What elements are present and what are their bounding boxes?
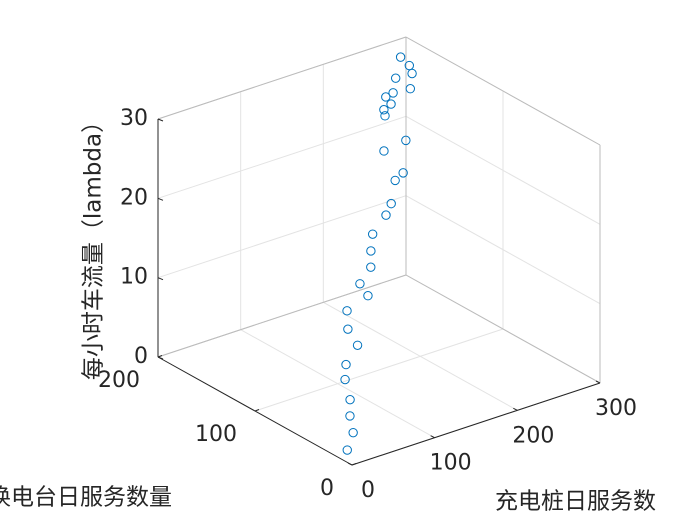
box-edge xyxy=(157,36,407,120)
z-tick xyxy=(157,356,164,360)
x-tick-label: 100 xyxy=(430,451,472,476)
z-tick xyxy=(157,197,164,201)
grid-line xyxy=(157,115,407,199)
point xyxy=(340,374,350,385)
box-edge xyxy=(405,274,601,384)
point xyxy=(407,68,417,79)
x-tick-label: 300 xyxy=(595,396,637,421)
point xyxy=(386,99,396,109)
point xyxy=(355,279,365,289)
x-axis-label: 充电桩日服务数 xyxy=(495,489,656,515)
grid-line xyxy=(405,195,601,305)
point xyxy=(395,52,406,62)
point xyxy=(345,394,355,405)
z-tick-label: 30 xyxy=(120,106,148,131)
y-tick-label: 100 xyxy=(195,422,237,447)
point xyxy=(367,229,378,239)
point xyxy=(342,306,352,316)
point xyxy=(390,175,400,186)
point xyxy=(405,84,416,94)
point xyxy=(390,73,401,83)
z-tick xyxy=(157,118,164,122)
x-tick xyxy=(347,462,353,466)
point xyxy=(366,262,376,272)
y-tick-label: 0 xyxy=(320,476,334,501)
y-tick-label: 200 xyxy=(98,368,140,393)
x-axis xyxy=(351,382,601,466)
y-tick xyxy=(254,409,260,412)
point xyxy=(401,135,411,146)
grid-line xyxy=(254,328,504,412)
point xyxy=(388,88,398,98)
grid xyxy=(157,36,601,466)
y-axis-label: 换电台日服务数量 xyxy=(0,485,172,511)
x-tick-label: 0 xyxy=(361,478,375,503)
point xyxy=(341,359,351,370)
z-tick-label: 10 xyxy=(120,265,148,290)
points xyxy=(340,52,417,455)
point xyxy=(342,445,352,455)
z-tick xyxy=(157,277,164,281)
point xyxy=(348,427,358,438)
z-tick-label: 20 xyxy=(120,185,148,210)
x-tick xyxy=(513,407,518,411)
point xyxy=(404,60,415,71)
point xyxy=(381,92,391,102)
grid-line xyxy=(405,115,601,225)
x-tick-label: 200 xyxy=(512,423,554,448)
point xyxy=(343,324,353,334)
x-tick xyxy=(430,435,435,439)
point xyxy=(352,340,363,350)
point xyxy=(345,411,355,421)
z-tick-label: 0 xyxy=(134,344,148,369)
z-axis-label: 每小时车流量（lambda） xyxy=(81,110,107,380)
box-edge xyxy=(157,274,407,358)
point xyxy=(379,146,389,156)
point xyxy=(363,291,373,301)
point xyxy=(366,246,376,256)
point xyxy=(398,168,408,178)
point xyxy=(386,198,396,209)
point xyxy=(380,111,390,121)
grid-line xyxy=(157,195,407,279)
box-edge xyxy=(405,36,601,146)
point xyxy=(379,105,389,115)
x-tick xyxy=(595,380,601,384)
y-tick xyxy=(351,463,357,466)
point xyxy=(381,210,391,220)
